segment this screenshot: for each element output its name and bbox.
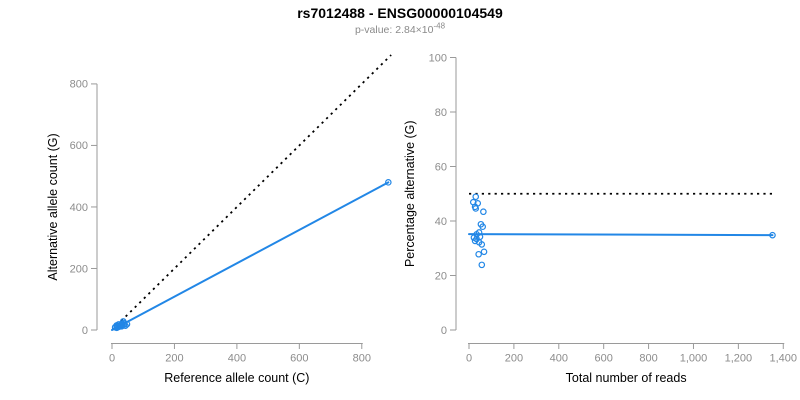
data-point bbox=[122, 322, 129, 329]
data-point bbox=[769, 231, 776, 239]
data-point bbox=[479, 223, 486, 231]
y-tick-label: 20 bbox=[435, 270, 447, 282]
y-tick-label: 80 bbox=[435, 107, 447, 119]
fit-line bbox=[468, 233, 774, 237]
data-point bbox=[471, 237, 479, 245]
y-tick-label: 100 bbox=[429, 52, 447, 64]
percentage-scatter: 0 20 40 60 80 100 0 200 400 600 800 1,000 1,200 1,400… bbox=[403, 52, 797, 385]
data-point bbox=[114, 323, 121, 331]
data-point bbox=[385, 179, 392, 186]
data-point bbox=[480, 208, 487, 216]
pvalue-subtitle: p-value: 2.84×10-48 bbox=[0, 21, 800, 36]
x-tick-label: 1,000 bbox=[680, 353, 708, 365]
y-axis-title: Percentage alternative (G) bbox=[403, 120, 417, 267]
x-axis-title: Total number of reads bbox=[566, 371, 687, 385]
x-tick-label: 0 bbox=[109, 353, 115, 365]
y-tick-label: 800 bbox=[70, 79, 88, 91]
x-tick-label: 600 bbox=[290, 353, 308, 365]
x-tick-label: 1,200 bbox=[725, 353, 753, 365]
data-point bbox=[480, 248, 488, 256]
fit-line bbox=[111, 181, 390, 331]
allele-count-scatter: 0 200 400 600 800 0 200 400 600 800 Reference alle… bbox=[46, 54, 392, 385]
pvalue-exponent: -48 bbox=[433, 21, 446, 31]
data-point bbox=[123, 320, 131, 328]
x-tick-label: 1,400 bbox=[770, 353, 798, 365]
data-point bbox=[118, 323, 125, 330]
x-tick-label: 400 bbox=[228, 353, 246, 365]
y-tick-label: 200 bbox=[70, 263, 88, 275]
x-tick-label: 0 bbox=[466, 353, 472, 365]
data-point bbox=[472, 205, 480, 212]
x-tick-label: 600 bbox=[595, 353, 613, 365]
data-point bbox=[478, 261, 486, 269]
data-point bbox=[478, 241, 486, 248]
y-tick-label: 0 bbox=[441, 325, 447, 337]
x-tick-label: 200 bbox=[165, 353, 183, 365]
x-tick-label: 200 bbox=[505, 353, 523, 365]
y-tick-label: 0 bbox=[82, 325, 88, 337]
x-tick-label: 400 bbox=[550, 353, 568, 365]
y-axis-title: Alternative allele count (G) bbox=[46, 133, 60, 280]
y-tick-label: 40 bbox=[435, 216, 447, 228]
x-tick-label: 800 bbox=[639, 353, 657, 365]
y-tick-label: 60 bbox=[435, 161, 447, 173]
data-point bbox=[472, 193, 480, 201]
reference-line bbox=[111, 54, 392, 331]
x-tick-label: 800 bbox=[353, 353, 371, 365]
pvalue-base: p-value: 2.84×10 bbox=[354, 24, 434, 36]
x-axis-title: Reference allele count (C) bbox=[164, 371, 309, 385]
data-point bbox=[475, 250, 482, 258]
y-tick-label: 400 bbox=[70, 202, 88, 214]
figure-title: rs7012488 - ENSG00000104549 bbox=[297, 5, 503, 21]
y-tick-label: 600 bbox=[70, 140, 88, 152]
